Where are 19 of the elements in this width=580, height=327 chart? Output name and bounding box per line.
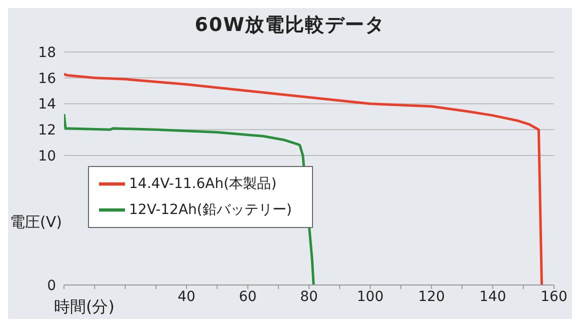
x-tick-label: 60 [238, 288, 257, 305]
x-tick-label: 120 [418, 288, 445, 305]
y-tick-label: 18 [38, 44, 56, 61]
line-series [64, 72, 543, 285]
y-tick-label: 14 [38, 96, 56, 113]
x-tick-label: 40 [178, 288, 196, 305]
y-tick-label: 12 [38, 122, 56, 139]
x-tick-label: 140 [479, 288, 506, 305]
y-tick-label: 10 [38, 148, 56, 165]
y-axis-title: 電圧(V) [10, 212, 62, 231]
legend-label: 12V-12Ah(鉛バッテリー) [129, 202, 292, 218]
x-tick-label: 80 [300, 288, 318, 305]
x-tick-label: 100 [356, 288, 384, 305]
y-tick-label: 0 [47, 278, 56, 294]
y-tick-label: 16 [38, 70, 56, 87]
chart-title: 60W放電比較データ [194, 13, 386, 38]
x-axis-title: 時間(分) [54, 297, 114, 316]
x-tick-label: 160 [540, 288, 568, 305]
legend-label: 14.4V-11.6Ah(本製品) [129, 176, 277, 192]
